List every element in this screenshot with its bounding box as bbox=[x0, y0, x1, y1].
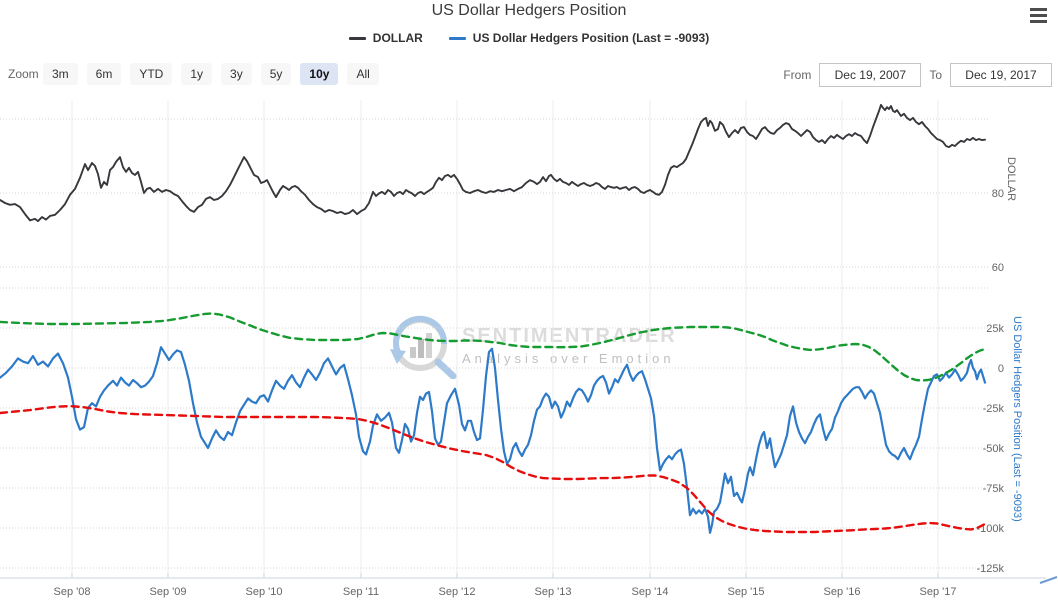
menu-icon[interactable] bbox=[1030, 8, 1047, 26]
y-tick-label: 80 bbox=[992, 188, 1004, 200]
y-tick-label: -125k bbox=[976, 563, 1004, 575]
hedgers-axis-title: US Dollar Hedgers Position (Last = -9093… bbox=[1011, 316, 1023, 522]
dollar-axis-title: DOLLAR bbox=[1005, 157, 1017, 202]
y-tick-label: -25k bbox=[983, 403, 1005, 415]
range-button-3y[interactable]: 3y bbox=[221, 63, 252, 85]
to-date-input[interactable] bbox=[950, 63, 1052, 87]
x-tick-label: Sep '15 bbox=[728, 586, 765, 598]
series-dollar bbox=[0, 103, 986, 223]
to-label: To bbox=[929, 68, 942, 82]
x-tick-label: Sep '14 bbox=[632, 586, 669, 598]
y-tick-label: 0 bbox=[998, 363, 1004, 375]
x-tick-label: Sep '12 bbox=[439, 586, 476, 598]
x-tick-label: Sep '10 bbox=[246, 586, 283, 598]
x-tick-label: Sep '09 bbox=[150, 586, 187, 598]
legend-item-hedgers[interactable]: US Dollar Hedgers Position (Last = -9093… bbox=[448, 31, 710, 45]
series-upper-band bbox=[0, 312, 987, 382]
toolbar: Zoom 3m 6m YTD 1y 3y 5y 10y All From To bbox=[0, 63, 1058, 87]
page-title: US Dollar Hedgers Position bbox=[431, 2, 627, 19]
range-button-10y[interactable]: 10y bbox=[300, 63, 339, 85]
y-tick-label: 25k bbox=[986, 323, 1004, 335]
range-button-3m[interactable]: 3m bbox=[43, 63, 78, 85]
range-buttons: 3m 6m YTD 1y 3y 5y 10y All bbox=[43, 63, 379, 85]
series-us-dollar-hedgers-position bbox=[0, 346, 987, 534]
from-label: From bbox=[783, 68, 812, 82]
range-button-6m[interactable]: 6m bbox=[86, 63, 122, 85]
legend-label-hedgers: US Dollar Hedgers Position (Last = -9093… bbox=[472, 31, 710, 45]
x-tick-label: Sep '17 bbox=[920, 586, 957, 598]
menu-bar bbox=[1030, 14, 1047, 17]
series-lower-band bbox=[0, 404, 987, 534]
x-tick-label: Sep '16 bbox=[824, 586, 861, 598]
hedgers-line-swatch bbox=[448, 36, 466, 40]
range-button-1y[interactable]: 1y bbox=[181, 63, 213, 85]
y-tick-label: -50k bbox=[983, 443, 1005, 455]
range-button-YTD[interactable]: YTD bbox=[130, 63, 173, 85]
range-button-5y[interactable]: 5y bbox=[260, 63, 292, 85]
dollar-line-swatch bbox=[348, 36, 366, 40]
y-tick-label: -100k bbox=[976, 523, 1004, 535]
x-tick-label: Sep '08 bbox=[54, 586, 91, 598]
date-range-controls: From To bbox=[783, 63, 1052, 87]
navigator-stub bbox=[1039, 576, 1058, 584]
menu-bar bbox=[1030, 8, 1047, 11]
zoom-label: Zoom bbox=[8, 67, 39, 81]
legend-label-dollar: DOLLAR bbox=[372, 31, 423, 45]
x-tick-label: Sep '13 bbox=[535, 586, 572, 598]
menu-bar bbox=[1030, 20, 1047, 23]
legend: DOLLAR US Dollar Hedgers Position (Last … bbox=[0, 31, 1058, 45]
y-tick-label: 60 bbox=[992, 262, 1004, 274]
range-button-All[interactable]: All bbox=[347, 63, 379, 85]
y-tick-label: -75k bbox=[983, 483, 1005, 495]
from-date-input[interactable] bbox=[819, 63, 922, 87]
legend-item-dollar[interactable]: DOLLAR bbox=[348, 31, 423, 45]
x-tick-label: Sep '11 bbox=[343, 586, 379, 598]
